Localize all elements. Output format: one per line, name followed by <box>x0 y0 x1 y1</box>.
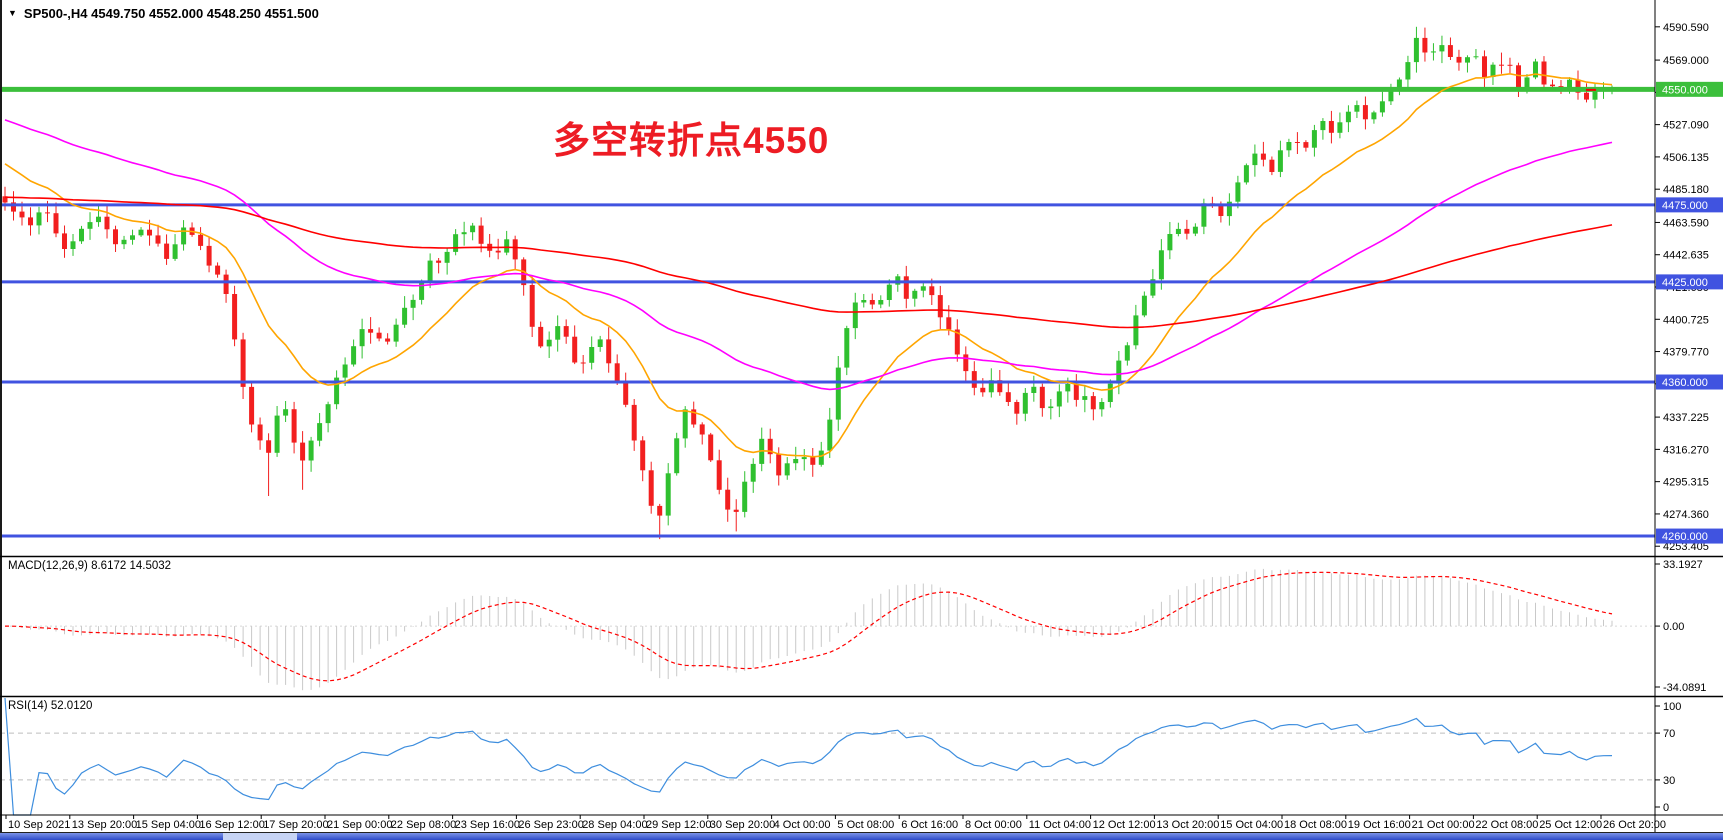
svg-text:4550.000: 4550.000 <box>1662 84 1708 96</box>
svg-text:18 Oct 08:00: 18 Oct 08:00 <box>1284 819 1347 831</box>
svg-text:10 Sep 2021: 10 Sep 2021 <box>8 819 70 831</box>
svg-text:30: 30 <box>1663 775 1675 787</box>
svg-text:15 Sep 04:00: 15 Sep 04:00 <box>136 819 201 831</box>
price-badge-4475 <box>1656 197 1723 213</box>
svg-text:21 Oct 00:00: 21 Oct 00:00 <box>1412 819 1475 831</box>
rsi-layer: 100 70 30 0 <box>0 697 1681 816</box>
mas-layer <box>4 72 1613 458</box>
svg-text:15 Oct 04:00: 15 Oct 04:00 <box>1220 819 1283 831</box>
svg-text:16 Sep 12:00: 16 Sep 12:00 <box>199 819 264 831</box>
svg-text:22 Oct 08:00: 22 Oct 08:00 <box>1475 819 1538 831</box>
svg-text:17 Sep 20:00: 17 Sep 20:00 <box>263 819 328 831</box>
svg-text:4316.270: 4316.270 <box>1663 444 1709 456</box>
svg-text:33.1927: 33.1927 <box>1663 559 1703 571</box>
svg-text:4337.225: 4337.225 <box>1663 412 1709 424</box>
svg-text:70: 70 <box>1663 728 1675 740</box>
svg-text:23 Sep 16:00: 23 Sep 16:00 <box>455 819 520 831</box>
svg-text:4485.180: 4485.180 <box>1663 184 1709 196</box>
symbol-ohlc-label: SP500-,H4 4549.750 4552.000 4548.250 455… <box>23 6 319 21</box>
fast-ma-line <box>4 72 1613 458</box>
svg-text:0.00: 0.00 <box>1663 621 1684 633</box>
svg-text:4442.635: 4442.635 <box>1663 250 1709 262</box>
svg-text:5 Oct 08:00: 5 Oct 08:00 <box>837 819 894 831</box>
macd-signal-line <box>4 571 1613 682</box>
slow-ma-line <box>4 196 1613 329</box>
macd-layer: 33.1927 0.00 -34.0891 <box>0 559 1706 694</box>
price-badge-4550 <box>1656 81 1723 97</box>
svg-text:22 Sep 08:00: 22 Sep 08:00 <box>391 819 456 831</box>
svg-text:26 Oct 20:00: 26 Oct 20:00 <box>1603 819 1666 831</box>
svg-text:100: 100 <box>1663 701 1681 713</box>
svg-text:4425.000: 4425.000 <box>1662 277 1708 289</box>
svg-text:4 Oct 00:00: 4 Oct 00:00 <box>774 819 831 831</box>
svg-text:13 Sep 20:00: 13 Sep 20:00 <box>72 819 137 831</box>
svg-text:0: 0 <box>1663 802 1669 814</box>
svg-text:4274.360: 4274.360 <box>1663 509 1709 521</box>
scrollbar-thumb[interactable] <box>223 833 297 840</box>
svg-text:4260.000: 4260.000 <box>1662 531 1708 543</box>
svg-text:4379.770: 4379.770 <box>1663 347 1709 359</box>
bottom-scrollbar[interactable] <box>0 832 1723 840</box>
svg-text:4527.090: 4527.090 <box>1663 120 1709 132</box>
rsi-label: RSI(14) 52.0120 <box>8 700 93 712</box>
svg-text:30 Sep 20:00: 30 Sep 20:00 <box>710 819 775 831</box>
candles-layer <box>2 26 1615 540</box>
svg-text:4463.590: 4463.590 <box>1663 217 1709 229</box>
svg-text:28 Sep 04:00: 28 Sep 04:00 <box>582 819 647 831</box>
svg-text:29 Sep 12:00: 29 Sep 12:00 <box>646 819 711 831</box>
svg-text:19 Oct 16:00: 19 Oct 16:00 <box>1348 819 1411 831</box>
macd-label: MACD(12,26,9) 8.6172 14.5032 <box>8 560 172 572</box>
symbol-header: ▼ SP500-,H4 4549.750 4552.000 4548.250 45… <box>8 6 319 21</box>
svg-text:25 Oct 12:00: 25 Oct 12:00 <box>1539 819 1602 831</box>
svg-text:4295.315: 4295.315 <box>1663 477 1709 489</box>
badges-layer: 4550.000 4475.000 4425.000 4360.000 4260.000 <box>1656 81 1723 544</box>
svg-text:4475.000: 4475.000 <box>1662 200 1708 212</box>
svg-text:4506.135: 4506.135 <box>1663 152 1709 164</box>
svg-text:11 Oct 04:00: 11 Oct 04:00 <box>1029 819 1091 831</box>
svg-text:4360.000: 4360.000 <box>1662 377 1708 389</box>
svg-text:4590.590: 4590.590 <box>1663 22 1709 34</box>
svg-text:4400.725: 4400.725 <box>1663 314 1709 326</box>
price-badge-4425 <box>1656 274 1723 290</box>
svg-text:6 Oct 16:00: 6 Oct 16:00 <box>901 819 958 831</box>
svg-text:26 Sep 23:00: 26 Sep 23:00 <box>518 819 583 831</box>
rsi-line <box>4 697 1613 816</box>
symbol-dropdown-icon[interactable]: ▼ <box>8 8 17 18</box>
svg-text:-34.0891: -34.0891 <box>1663 682 1706 694</box>
svg-text:21 Sep 00:00: 21 Sep 00:00 <box>327 819 392 831</box>
svg-text:4569.000: 4569.000 <box>1663 55 1709 67</box>
svg-text:13 Oct 20:00: 13 Oct 20:00 <box>1156 819 1219 831</box>
price-badge-4260 <box>1656 528 1723 544</box>
annotation-text: 多空转折点4550 <box>553 120 830 161</box>
svg-text:4253.405: 4253.405 <box>1663 541 1709 553</box>
price-badge-4360 <box>1656 374 1723 390</box>
svg-text:12 Oct 12:00: 12 Oct 12:00 <box>1093 819 1156 831</box>
svg-text:8 Oct 00:00: 8 Oct 00:00 <box>965 819 1022 831</box>
medium-ma-line <box>4 119 1613 391</box>
